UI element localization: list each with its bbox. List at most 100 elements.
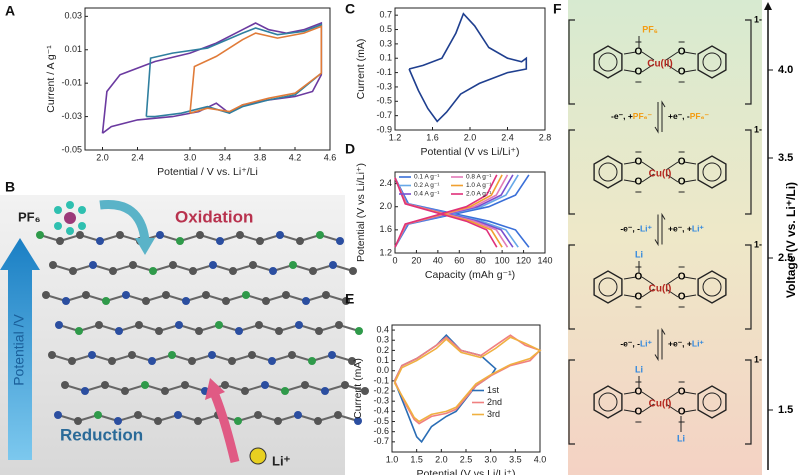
pf6-arrow <box>99 199 150 241</box>
step-reverse: +e⁻, +Li⁺ <box>668 339 704 349</box>
y-axis-label: Current / A g⁻¹ <box>45 45 57 113</box>
x-axis-label: Potential / V vs. Li⁺/Li <box>157 166 258 178</box>
atom <box>328 351 336 359</box>
benzene-ring <box>593 155 623 189</box>
ion-label: Li⁺ <box>272 453 291 468</box>
atom <box>181 381 189 389</box>
level-label: 3.5 <box>778 152 793 164</box>
legend-label: 2.0 A g⁻¹ <box>466 191 492 198</box>
y-tick-label: -0.1 <box>373 375 389 385</box>
atom <box>321 387 329 395</box>
bond <box>641 51 655 61</box>
bond <box>641 391 655 401</box>
y-tick-label: -0.03 <box>61 111 82 121</box>
atom <box>241 387 249 395</box>
bond <box>665 391 679 401</box>
atom <box>229 267 237 275</box>
ligand: PF₆ <box>642 24 658 34</box>
metal: Cu(I) <box>649 399 672 410</box>
y-tick-label: -0.3 <box>376 81 392 91</box>
x-tick-label: 1.0 <box>386 454 399 464</box>
atom <box>122 291 130 299</box>
charge: 1- <box>754 14 762 24</box>
y-tick-label: 0.2 <box>376 345 389 355</box>
atom <box>49 261 57 269</box>
x-tick-label: 3.4 <box>219 152 232 162</box>
series-line <box>189 25 323 114</box>
potential-arrow <box>0 238 40 460</box>
charge: 1- <box>754 124 762 134</box>
oxygen: O <box>635 292 643 303</box>
metal: Cu(I) <box>649 284 672 295</box>
bond <box>665 403 679 413</box>
bond <box>683 69 697 73</box>
x-tick-label: 1.6 <box>426 132 439 142</box>
oxygen: O <box>635 177 643 188</box>
atom <box>254 411 262 419</box>
atom <box>242 291 250 299</box>
x-tick-label: 2.5 <box>460 454 473 464</box>
bond <box>623 276 637 280</box>
chart: A 2.0 2.4 3.0 3.4 3.8 4.2 4.6 0.03 0.01 -0.01 -0.03… <box>5 3 336 178</box>
panel-label: F <box>553 1 562 17</box>
oxygen: O <box>678 67 686 78</box>
bond <box>683 179 697 183</box>
benzene-ring <box>697 155 727 189</box>
pf6-molecule <box>54 201 86 235</box>
y-tick-label: 0.1 <box>379 53 392 63</box>
step-text: -e⁻, - <box>620 339 640 349</box>
bond <box>641 276 655 286</box>
reduction-label: Reduction <box>60 425 143 444</box>
y-tick-label: 2.4 <box>379 178 392 188</box>
x-tick-label: 4.0 <box>534 454 547 464</box>
atom <box>182 297 190 305</box>
chart: D 0 20 40 60 80 100 120 140 1.2 1.6 2.0 2.4 Capacity … <box>345 141 553 281</box>
atom <box>322 291 330 299</box>
step-ion: Li⁺ <box>692 224 705 234</box>
atom <box>255 321 263 329</box>
y-tick-label: 0.3 <box>376 335 389 345</box>
atom <box>301 381 309 389</box>
level-label: 1.5 <box>778 404 793 416</box>
ligand: Li <box>635 364 643 374</box>
atom <box>94 411 102 419</box>
ligand: Li <box>635 249 643 259</box>
atom <box>221 381 229 389</box>
y-tick-label: 1.6 <box>379 224 392 234</box>
y-tick-label: -0.7 <box>376 110 392 120</box>
atom <box>348 357 356 365</box>
atom <box>194 417 202 425</box>
y-tick-label: -0.4 <box>373 406 389 416</box>
step-ion: Li⁺ <box>640 224 653 234</box>
legend-label: 1.0 A g⁻¹ <box>466 182 492 189</box>
x-tick-label: 4.2 <box>289 152 302 162</box>
oxygen: O <box>635 67 643 78</box>
x-tick-label: 2.8 <box>539 132 552 142</box>
aromatic-circle <box>702 277 722 297</box>
x-tick-label: 140 <box>537 255 552 265</box>
atom <box>161 387 169 395</box>
y-tick-label: -0.5 <box>373 416 389 426</box>
step-text: +e⁻, + <box>668 339 692 349</box>
atom <box>156 231 164 239</box>
benzene-ring <box>697 45 727 79</box>
atom <box>96 237 104 245</box>
oxygen: O <box>678 157 686 168</box>
atom <box>75 327 83 335</box>
bond <box>623 409 637 413</box>
bond <box>623 179 637 183</box>
atom <box>81 387 89 395</box>
atom <box>141 381 149 389</box>
bond <box>641 173 655 183</box>
x-tick-label: 2.0 <box>464 132 477 142</box>
x-tick-label: 1.5 <box>410 454 423 464</box>
legend-label: 2nd <box>487 397 502 407</box>
atom <box>269 267 277 275</box>
atom <box>61 381 69 389</box>
atom <box>289 261 297 269</box>
x-axis-label: Potential (V vs Li/Li⁺) <box>417 468 516 475</box>
y-tick-label: 0.7 <box>379 10 392 20</box>
atom <box>188 357 196 365</box>
pf6-arrow-head <box>135 238 155 255</box>
